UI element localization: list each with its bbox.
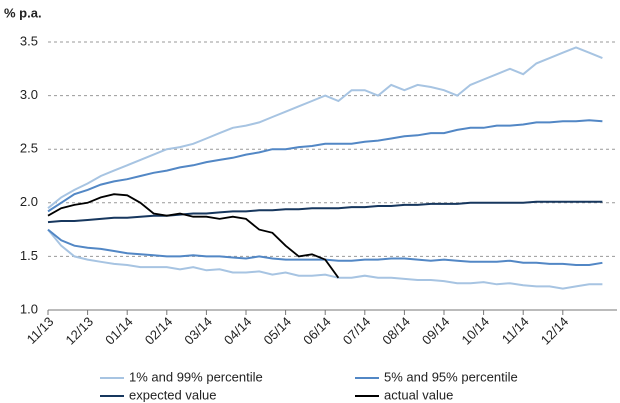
x-tick-label: 10/14 — [459, 314, 493, 348]
series-line — [47, 228, 603, 290]
y-tick-label: 2.5 — [20, 141, 38, 156]
series-line — [47, 46, 603, 209]
x-tick-label: 02/14 — [142, 314, 176, 348]
y-tick-label: 2.0 — [20, 194, 38, 209]
y-tick-label: 1.5 — [20, 248, 38, 263]
x-tick-label: 06/14 — [300, 314, 334, 348]
x-tick-label: 11/13 — [24, 314, 57, 347]
y-tick-label: 3.5 — [20, 33, 38, 48]
legend-label: 1% and 99% percentile — [129, 369, 263, 384]
x-tick-label: 12/13 — [63, 314, 97, 348]
x-tick-label: 08/14 — [379, 314, 413, 348]
series-line — [47, 193, 340, 279]
x-tick-label: 04/14 — [221, 314, 255, 348]
y-tick-label: 1.0 — [20, 301, 38, 316]
legend-label: expected value — [129, 387, 216, 402]
x-tick-label: 03/14 — [181, 314, 215, 348]
series-line — [47, 119, 603, 213]
y-axis-label: % p.a. — [4, 5, 42, 20]
y-tick-label: 3.0 — [20, 87, 38, 102]
x-tick-label: 01/14 — [102, 314, 136, 348]
legend-label: 5% and 95% percentile — [384, 369, 518, 384]
series-line — [47, 200, 603, 224]
legend-label: actual value — [384, 387, 453, 402]
x-tick-label: 09/14 — [419, 314, 453, 348]
x-tick-label: 07/14 — [340, 314, 374, 348]
x-tick-label: 12/14 — [538, 314, 572, 348]
x-tick-label: 05/14 — [261, 314, 295, 348]
x-tick-label: 11/14 — [499, 314, 532, 347]
